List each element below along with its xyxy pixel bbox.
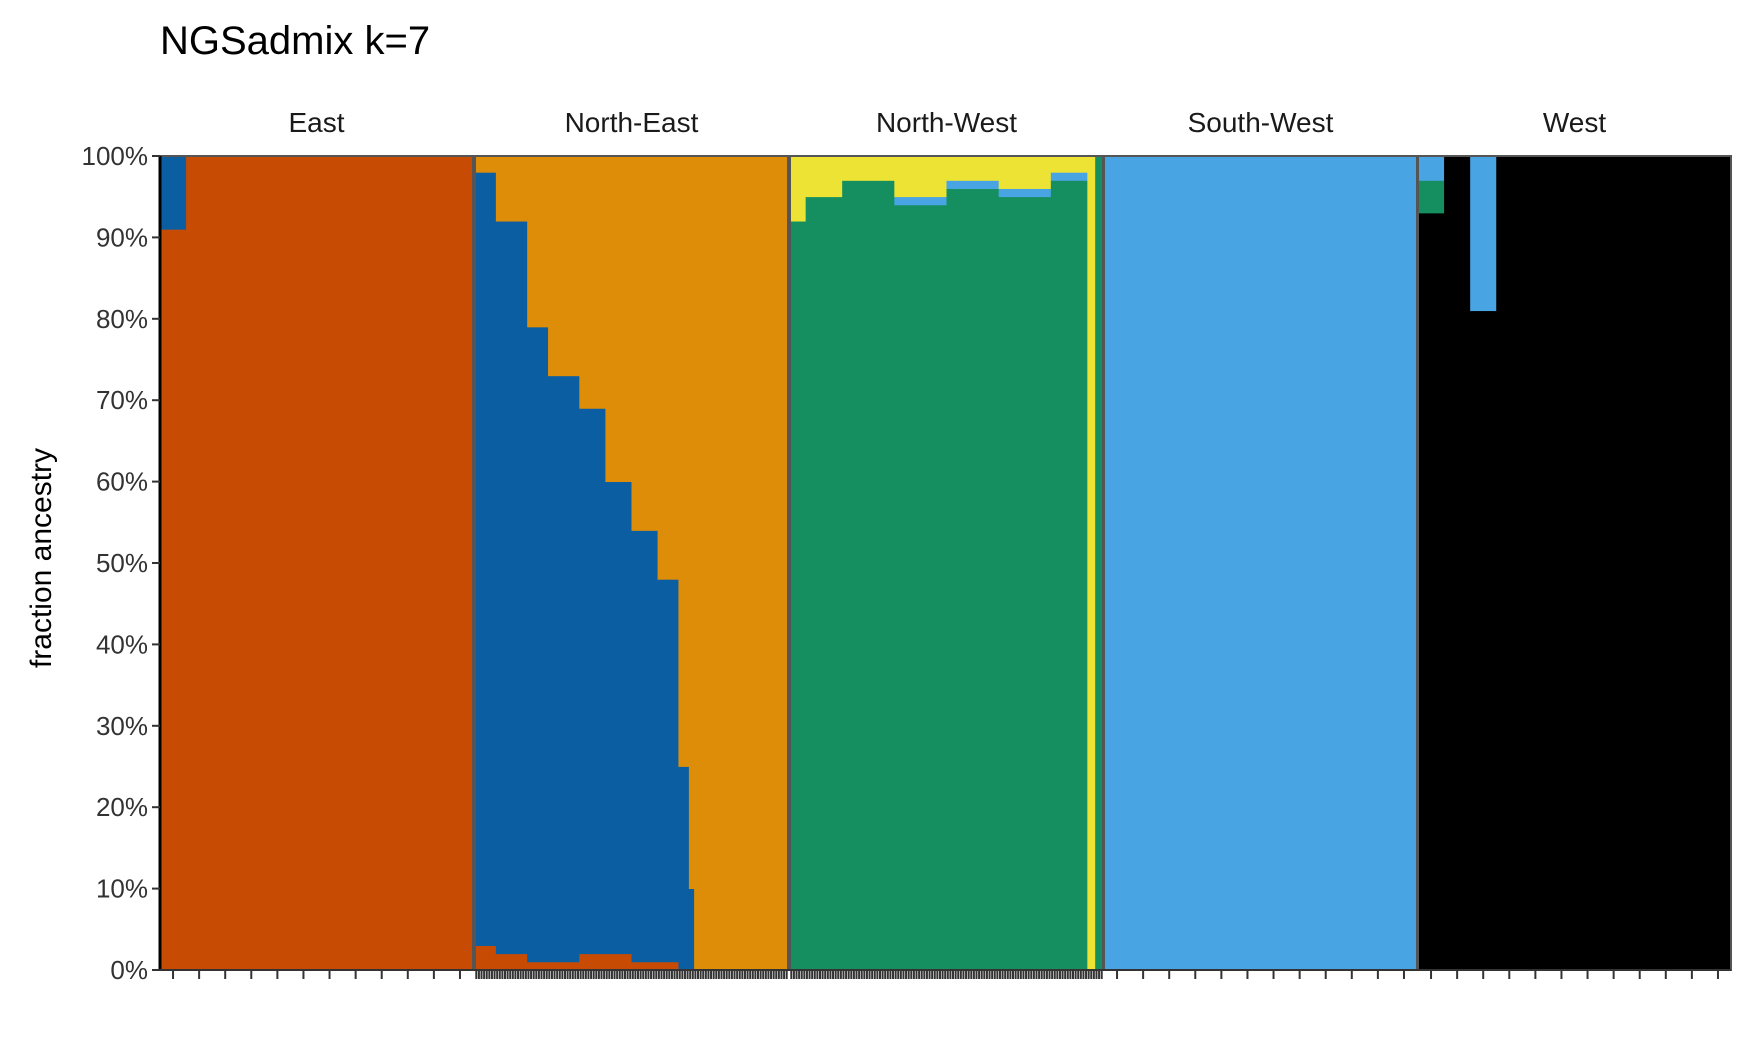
bar-north-east-2-orange_red [527, 961, 549, 971]
bar-north-east-9-dark_blue [688, 888, 695, 971]
bar-north-west-8-green [1095, 156, 1104, 971]
y-tick-label: 10% [96, 874, 148, 904]
facet-label-north-west: North-West [876, 107, 1017, 138]
bar-north-west-2-yellow [842, 156, 895, 181]
bar-north-east-0-orange_red [475, 945, 497, 971]
bar-north-east-8-dark_blue [678, 766, 690, 971]
bar-north-east-5-orange_red [605, 953, 632, 971]
facet-label-south-west: South-West [1188, 107, 1334, 138]
bar-north-east-6-orange [631, 156, 658, 531]
y-tick-label: 0% [110, 955, 148, 985]
bar-north-west-6-light_blue [1050, 172, 1088, 181]
bar-north-east-7-dark_blue [657, 579, 679, 963]
y-tick-label: 30% [96, 711, 148, 741]
bar-east-0-orange_red [160, 229, 187, 971]
bar-north-west-6-green [1050, 180, 1088, 971]
bar-north-east-4-orange [579, 156, 606, 409]
y-tick-label: 50% [96, 548, 148, 578]
bar-north-west-3-yellow [894, 156, 947, 198]
y-tick-label: 40% [96, 629, 148, 659]
bar-north-west-5-green [998, 196, 1052, 971]
bar-north-east-10-orange [694, 156, 789, 971]
bar-north-east-5-orange [605, 156, 632, 482]
bar-north-west-3-light_blue [894, 196, 947, 206]
facet-labels: East North-East North-West South-West West [288, 107, 1606, 138]
bar-north-west-4-green [946, 188, 1000, 971]
bar-north-west-6-yellow [1050, 156, 1088, 173]
bar-north-east-2-dark_blue [527, 326, 549, 963]
bar-north-east-3-orange [548, 156, 580, 377]
bar-west-0-light_blue [1418, 156, 1445, 181]
bar-north-west-0-yellow [790, 156, 807, 222]
y-axis: 0% 10% 20% 30% 40% 50% 60% 70% 80% 90% 100% [82, 141, 162, 985]
bar-north-west-5-yellow [998, 156, 1052, 189]
y-tick-label: 100% [82, 141, 149, 171]
bar-north-east-1-orange_red [495, 953, 528, 971]
facet-label-west: West [1543, 107, 1606, 138]
stacked-bars [160, 156, 1732, 971]
bar-north-east-1-dark_blue [495, 221, 528, 955]
bar-north-west-2-green [842, 180, 895, 971]
bar-west-1-black [1444, 156, 1471, 971]
bar-north-west-4-light_blue [946, 180, 1000, 189]
y-tick-label: 60% [96, 467, 148, 497]
y-tick-label: 80% [96, 304, 148, 334]
bar-north-west-1-green [805, 196, 843, 971]
y-tick-label: 20% [96, 792, 148, 822]
bar-north-west-3-green [894, 204, 947, 971]
bar-north-east-8-orange [678, 156, 690, 767]
bar-west-2-black [1470, 310, 1497, 971]
bar-north-east-5-dark_blue [605, 481, 632, 955]
bar-west-0-green [1418, 180, 1445, 214]
bar-north-east-6-dark_blue [631, 530, 658, 963]
chart-title: NGSadmix k=7 [160, 19, 430, 63]
bar-north-east-1-orange [495, 156, 528, 222]
bar-north-east-4-orange_red [579, 953, 606, 971]
y-axis-title: fraction ancestry [25, 448, 58, 668]
bar-north-west-5-light_blue [998, 188, 1052, 198]
bar-north-east-7-orange [657, 156, 679, 580]
bar-north-east-6-orange_red [631, 961, 658, 971]
bar-north-east-3-orange_red [548, 961, 580, 971]
bar-north-east-2-orange [527, 156, 549, 328]
facet-label-east: East [288, 107, 344, 138]
bar-north-west-7-yellow [1087, 156, 1096, 971]
facet-label-north-east: North-East [565, 107, 699, 138]
bar-north-west-4-yellow [946, 156, 1000, 181]
x-axis [160, 969, 1731, 979]
bar-north-east-0-dark_blue [475, 172, 497, 946]
bar-west-3-black [1496, 156, 1732, 971]
bar-north-west-1-yellow [805, 156, 843, 198]
bar-west-0-black [1418, 212, 1445, 971]
bar-north-east-7-orange_red [657, 961, 679, 971]
y-tick-label: 90% [96, 222, 148, 252]
bar-north-west-0-green [790, 221, 807, 971]
bar-west-2-light_blue [1470, 156, 1497, 312]
bar-north-east-0-orange [475, 156, 497, 173]
y-tick-label: 70% [96, 385, 148, 415]
bar-north-east-9-orange [688, 156, 695, 889]
bar-north-east-3-dark_blue [548, 375, 580, 963]
bar-east-1-orange_red [186, 156, 474, 971]
bar-south-west-0-light_blue [1104, 156, 1418, 971]
bar-north-east-4-dark_blue [579, 408, 606, 955]
bar-east-0-dark_blue [160, 156, 187, 230]
